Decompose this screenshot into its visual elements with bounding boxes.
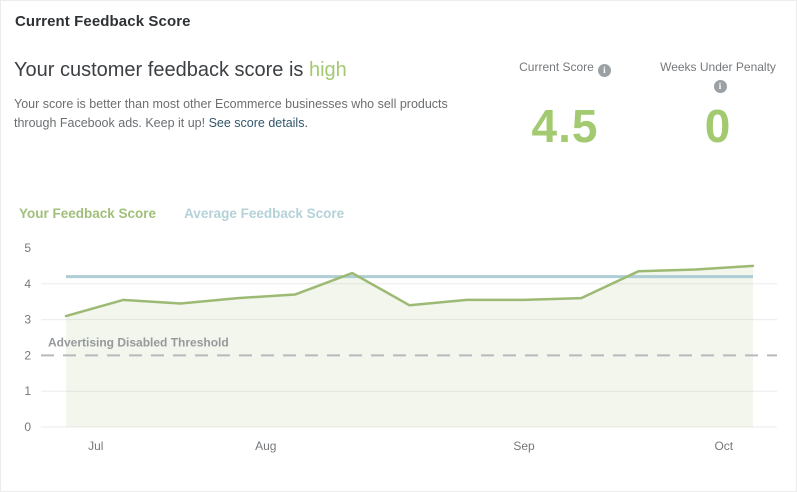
current-score-label: Current Score i: [519, 59, 611, 97]
x-axis-month-label: Oct: [714, 439, 733, 453]
y-axis-tick-label: 3: [24, 313, 31, 327]
x-axis-month-label: Jul: [88, 439, 103, 453]
chart-area: 0 1 2 3 4 5 Advertising Disabled Threshold Jul A…: [1, 231, 796, 481]
card-title: Current Feedback Score: [15, 13, 191, 30]
weeks-under-penalty-label: Weeks Under Penaltyi: [660, 60, 776, 93]
info-icon[interactable]: i: [597, 63, 611, 77]
feedback-score-line: [64, 264, 755, 318]
feedback-chart: 0 1 2 3 4 5 Advertising Disabled Threshold Jul A…: [24, 241, 777, 453]
legend-item-average-feedback-score[interactable]: Average Feedback Score: [184, 206, 345, 221]
y-axis-tick-label: 0: [24, 420, 31, 434]
y-axis-tick-label: 4: [24, 277, 31, 291]
y-axis-tick-label: 5: [24, 241, 31, 255]
score-description: Your score is better than most other Eco…: [14, 95, 462, 134]
weeks-under-penalty-value: 0: [704, 100, 732, 152]
y-axis-tick-label: 1: [24, 384, 31, 398]
score-status: high: [308, 59, 347, 81]
y-axis-tick-label: 2: [24, 348, 31, 362]
headline: Your customer feedback score is high: [14, 59, 347, 82]
feedback-score-area: [66, 265, 753, 427]
current-score-stat: Current Score i 4.5: [500, 59, 630, 149]
info-icon[interactable]: i: [713, 79, 727, 93]
weeks-under-penalty-stat: Weeks Under Penaltyi 0: [658, 59, 778, 149]
x-axis-month-label: Sep: [513, 439, 535, 453]
legend-item-your-feedback-score[interactable]: Your Feedback Score: [19, 206, 157, 221]
chart-legend: Your Feedback Score Average Feedback Sco…: [19, 206, 344, 221]
threshold-label: Advertising Disabled Threshold: [48, 335, 229, 349]
description-text: Your score is better than most other Eco…: [14, 97, 448, 131]
current-score-value: 4.5: [531, 100, 599, 152]
headline-text: Your customer feedback score is: [14, 59, 309, 81]
x-axis-month-label: Aug: [255, 439, 276, 453]
see-score-details-link[interactable]: See score details.: [208, 116, 308, 131]
